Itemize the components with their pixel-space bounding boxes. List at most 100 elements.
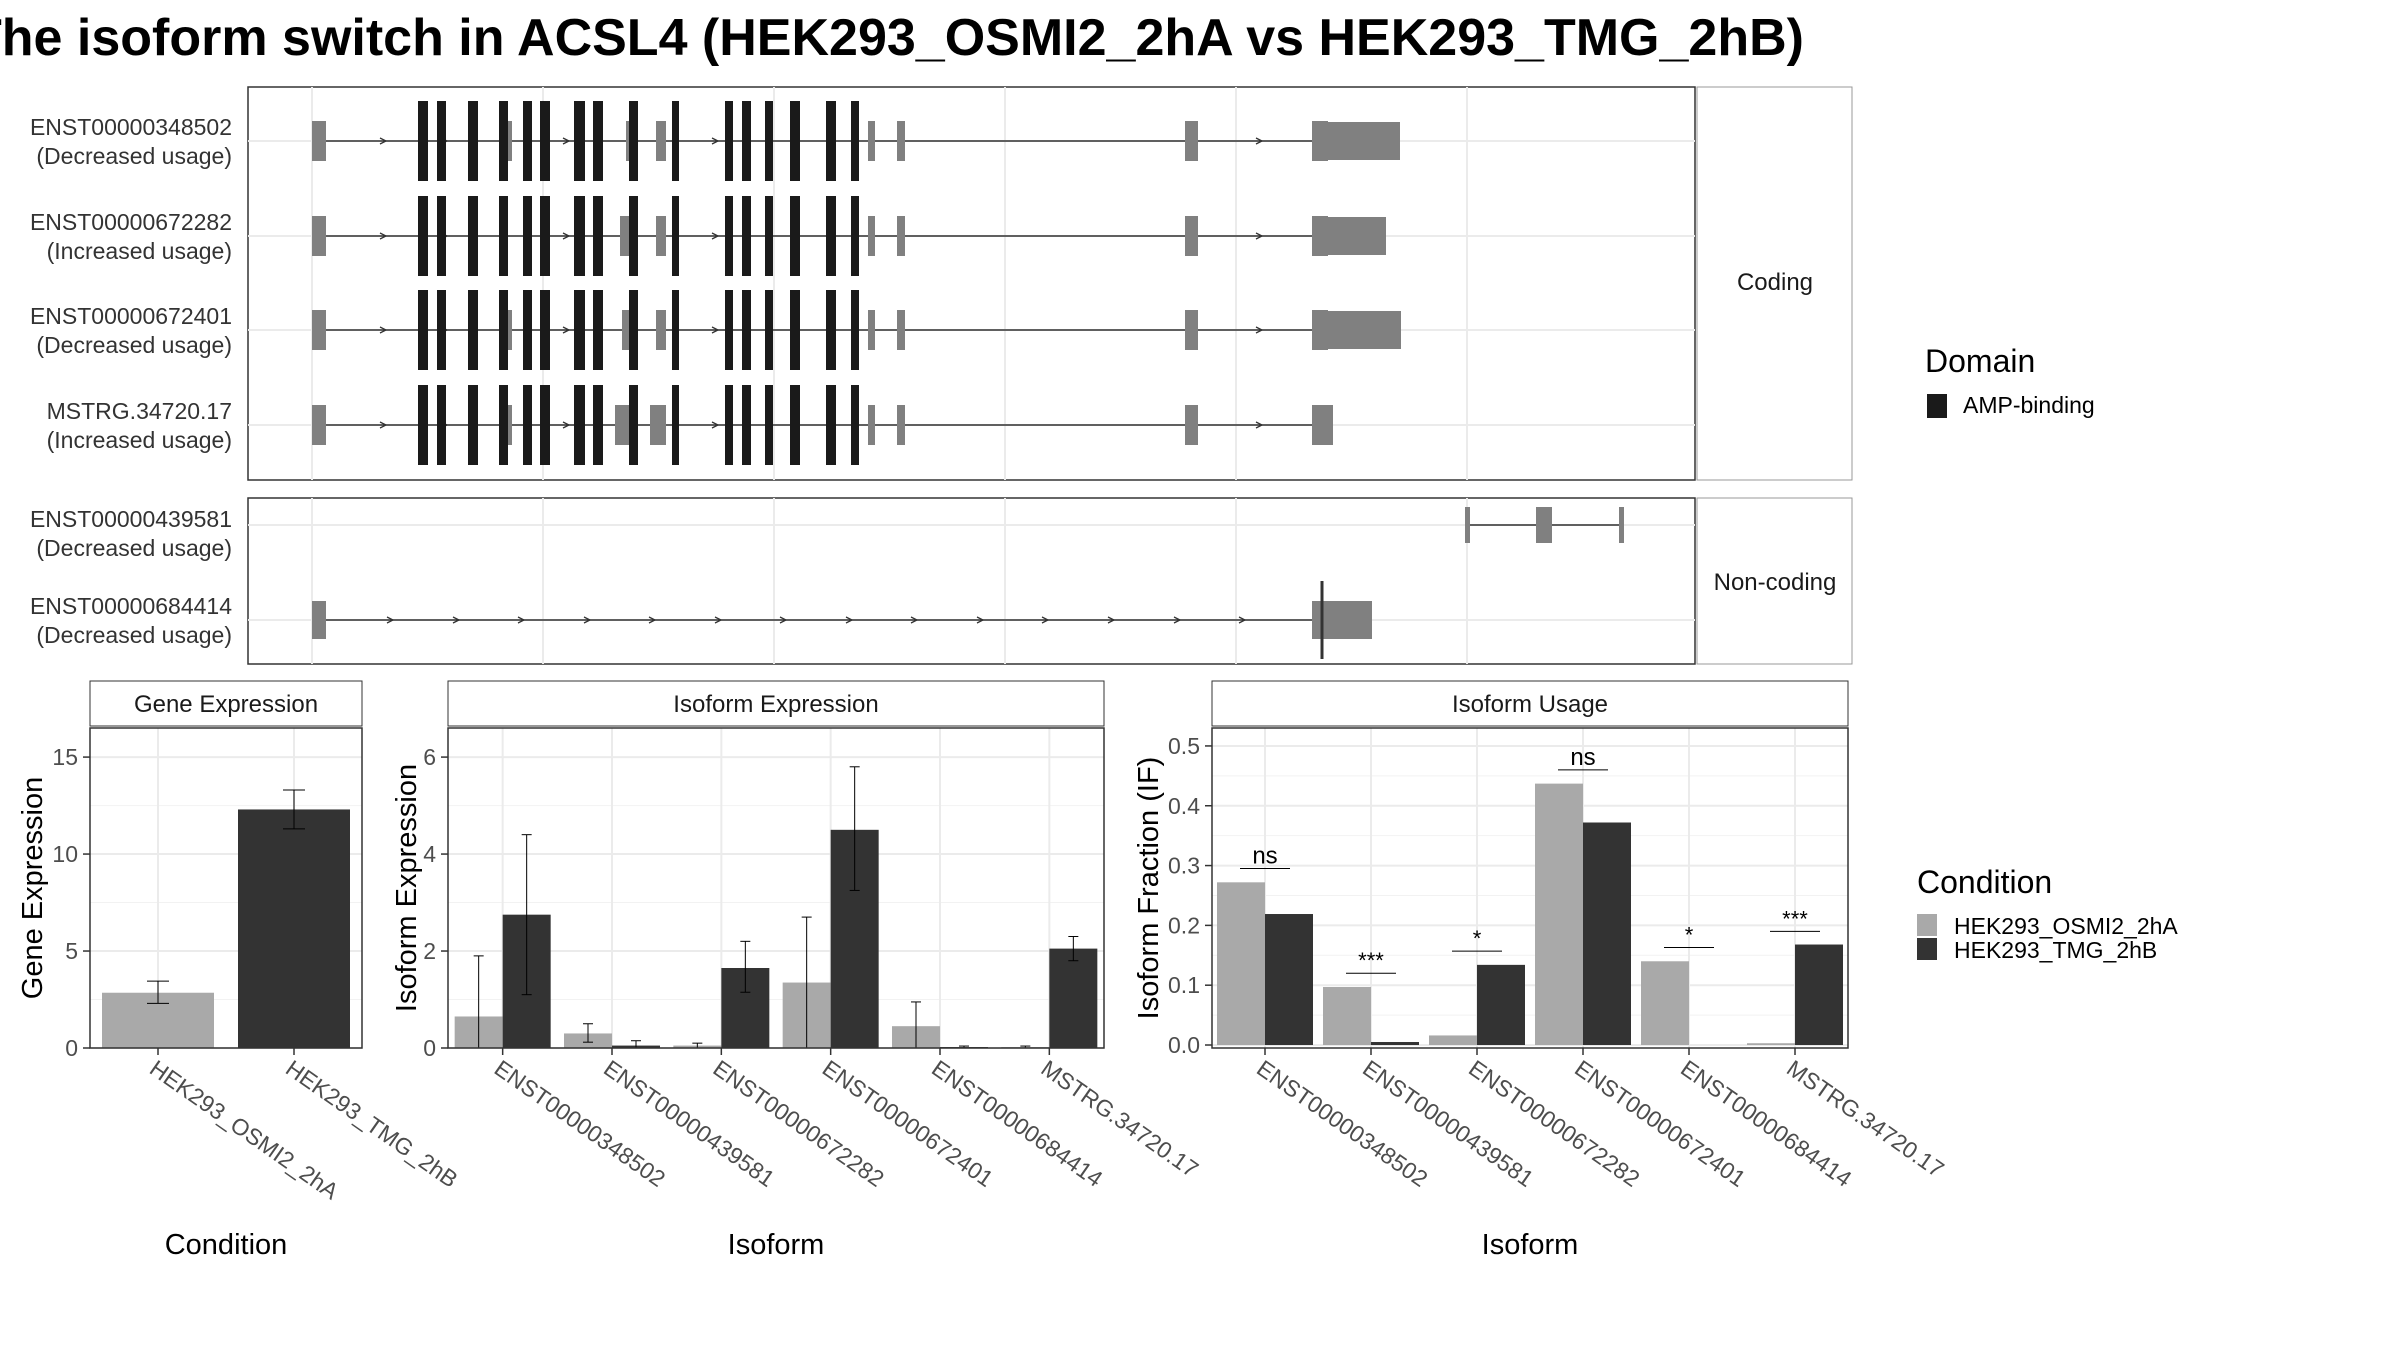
y-tick-label: 0 [65, 1035, 78, 1061]
transcript-label-id: ENST00000672282 [30, 209, 232, 235]
significance-label: ns [1252, 843, 1277, 870]
strand-arrow [845, 616, 854, 624]
bar-panel-2: Isoform Expression0246ENST00000348502ENS… [391, 680, 1203, 1261]
panel-background [1212, 728, 1848, 1048]
transcript-structure-row [312, 196, 1386, 276]
transcript-rows-noncoding [312, 507, 1624, 659]
strand-arrow [1041, 616, 1050, 624]
domain-exon [765, 290, 773, 370]
transcript-panel-coding: Coding [247, 86, 1853, 481]
exon [868, 405, 875, 445]
significance-label: ns [1570, 744, 1595, 771]
transcript-label-usage: (Decreased usage) [36, 332, 232, 358]
x-tick-label: ENST00000439581 [1358, 1055, 1538, 1192]
domain-exon [790, 290, 800, 370]
transcript-structure-row [1465, 507, 1624, 543]
domain-exon [790, 101, 800, 181]
transcript-label-id: MSTRG.34720.17 [47, 398, 232, 424]
domain-exon [540, 101, 550, 181]
y-axis-title: Gene Expression [17, 777, 49, 999]
bar-condition-b [1477, 964, 1525, 1046]
significance-label: *** [1358, 948, 1384, 973]
exon [1536, 507, 1552, 543]
domain-exon [593, 385, 603, 465]
bar-panel-3: Isoform Usage 0.0 0.1 0.2 0.3 0.4 0.5 ns ENST000… [1133, 680, 1949, 1261]
condition-legend-title: Condition [1917, 864, 2052, 900]
domain-exon [593, 101, 603, 181]
exon [1185, 121, 1198, 161]
domain-exon [468, 385, 478, 465]
x-tick-label: ENST00000672282 [1464, 1055, 1644, 1192]
strip-label-noncoding: Non-coding [1714, 569, 1837, 596]
domain-exon [765, 196, 773, 276]
transcript-label-id: ENST00000672401 [30, 303, 232, 329]
domain-exon [629, 385, 638, 465]
transcript-label-usage: (Decreased usage) [36, 622, 232, 648]
bar-condition-a [1217, 882, 1265, 1046]
domain-exon [499, 196, 508, 276]
strand-arrow [648, 616, 657, 624]
x-tick-label: ENST00000684414 [1676, 1055, 1857, 1192]
domain-exon [523, 101, 532, 181]
transcript-labels: ENST00000348502 (Decreased usage) ENST00… [30, 114, 232, 648]
domain-exon [790, 385, 800, 465]
significance-label: *** [1782, 906, 1808, 931]
domain-exon [725, 290, 733, 370]
strand-arrow [910, 616, 919, 624]
domain-legend-item: AMP-binding [1963, 392, 2095, 418]
strand-arrow [379, 232, 388, 240]
x-tick-label: ENST00000348502 [1252, 1055, 1432, 1192]
strand-arrow [379, 137, 388, 145]
panel-title: Isoform Expression [673, 691, 878, 718]
condition-legend: Condition HEK293_OSMI2_2hA HEK293_TMG_2h… [1917, 864, 2178, 963]
y-tick-label: 5 [65, 938, 78, 964]
exon [1312, 121, 1328, 161]
strand-arrow [386, 616, 395, 624]
bar-condition-b [1583, 822, 1631, 1046]
domain-exon [826, 385, 836, 465]
bar-condition-b [1795, 944, 1843, 1046]
domain-exon [826, 101, 836, 181]
strand-arrow [379, 421, 388, 429]
x-tick-label: ENST00000672401 [1570, 1055, 1750, 1192]
domain-exon [540, 385, 550, 465]
domain-exon [418, 385, 428, 465]
y-tick-label: 0.0 [1168, 1032, 1200, 1058]
bar-condition-a [1429, 1035, 1477, 1046]
x-axis-title: Isoform [1482, 1229, 1579, 1261]
domain-legend-swatch [1927, 394, 1947, 418]
exon [868, 310, 875, 350]
panel-strip [89, 680, 363, 727]
strand-arrow [711, 421, 720, 429]
strand-arrow [711, 137, 720, 145]
strip-coding [1696, 86, 1853, 481]
exon [312, 405, 326, 445]
strand-arrow [517, 616, 526, 624]
strip-label-coding: Coding [1737, 269, 1813, 296]
y-tick-label: 10 [52, 841, 78, 867]
y-tick-label: 4 [423, 841, 436, 867]
transcript-rows-coding [312, 101, 1401, 465]
exon [656, 310, 666, 350]
domain-exon [851, 196, 859, 276]
domain-exon [418, 101, 428, 181]
domain-exon [851, 385, 859, 465]
exon [505, 121, 512, 161]
bar-condition-a [1535, 783, 1583, 1046]
exon [656, 121, 666, 161]
domain-exon [629, 290, 638, 370]
exon [1328, 311, 1401, 349]
condition-legend-swatch-b [1917, 938, 1937, 960]
strand-arrow [1255, 232, 1264, 240]
exon [1328, 122, 1400, 160]
domain-exon [437, 196, 446, 276]
y-tick-label: 2 [423, 938, 436, 964]
bar-condition-b [1265, 914, 1313, 1046]
strand-arrow [714, 616, 723, 624]
domain-exon [499, 290, 508, 370]
noncoding-panel-border [247, 497, 1696, 665]
exon [897, 121, 905, 161]
domain-exon [593, 290, 603, 370]
bar-condition-b [1371, 1042, 1419, 1046]
strand-arrow [1173, 616, 1182, 624]
